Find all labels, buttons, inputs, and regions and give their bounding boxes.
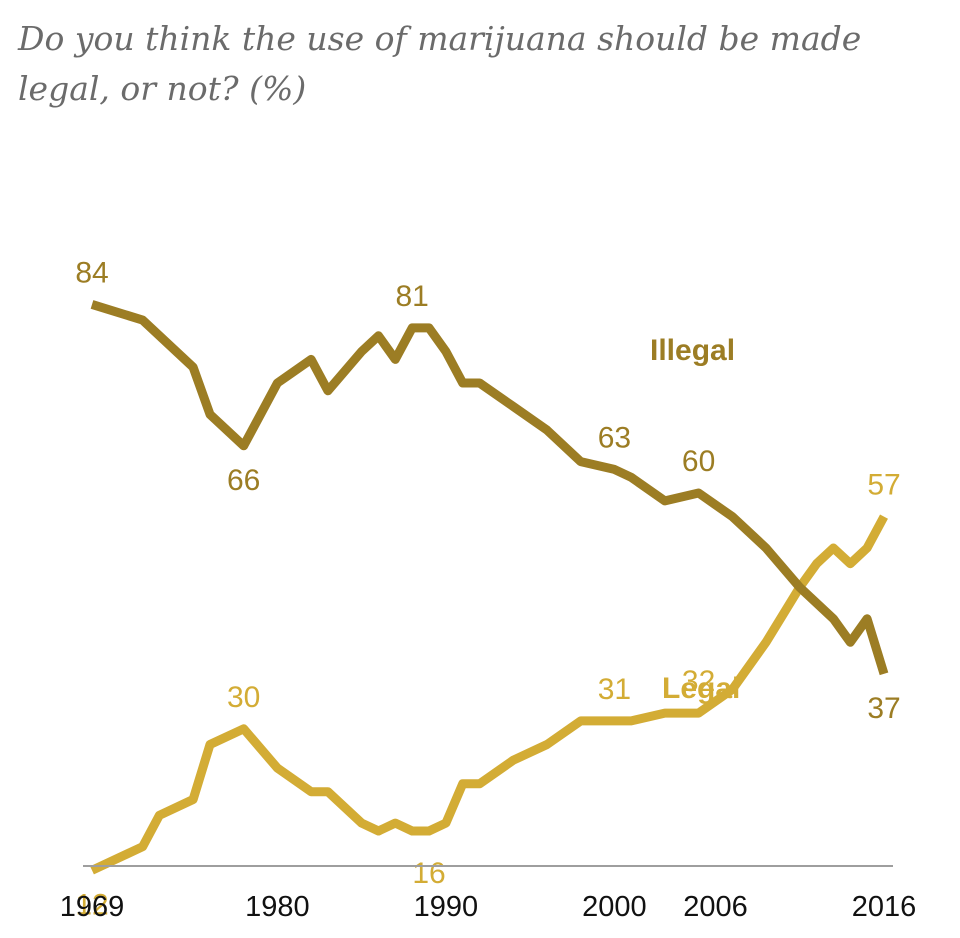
- data-label-legal-1969: 12: [75, 888, 108, 921]
- x-tick-label-1969: 1969: [60, 891, 125, 923]
- data-label-illegal-2016: 37: [867, 692, 900, 725]
- data-label-illegal-1988: 81: [396, 280, 429, 313]
- x-tick-label-1980: 1980: [245, 891, 310, 923]
- x-tick-labels: 1969 1980 1990 2000 2006 2016: [60, 891, 917, 923]
- x-tick-label-2016: 2016: [852, 891, 917, 923]
- data-label-legal-2000: 31: [598, 673, 631, 706]
- series-line-illegal: [90, 300, 889, 676]
- data-label-legal-2005: 32: [682, 665, 715, 698]
- x-tick-label-2000: 2000: [582, 891, 647, 923]
- x-tick-label-2006: 2006: [683, 891, 748, 923]
- x-tick-label-1990: 1990: [414, 891, 479, 923]
- data-label-legal-1978: 30: [227, 681, 260, 714]
- data-label-illegal-2005: 60: [682, 445, 715, 478]
- data-label-legal-2016: 57: [867, 469, 900, 502]
- data-label-illegal-1969: 84: [75, 256, 108, 289]
- series-layer: [90, 300, 889, 875]
- series-label-illegal: Illegal: [650, 334, 735, 367]
- series-label-legal: Legal: [662, 672, 740, 705]
- series-line-legal: [90, 514, 888, 875]
- data-labels-layer: 12 30 16 31 32 57 84 66 81 63 60 37: [75, 256, 900, 921]
- data-label-legal-1989: 16: [412, 857, 445, 890]
- chart-title: Do you think the use of marijuana should…: [18, 19, 862, 108]
- data-label-illegal-1978: 66: [227, 464, 260, 497]
- data-label-illegal-2000: 63: [598, 421, 631, 454]
